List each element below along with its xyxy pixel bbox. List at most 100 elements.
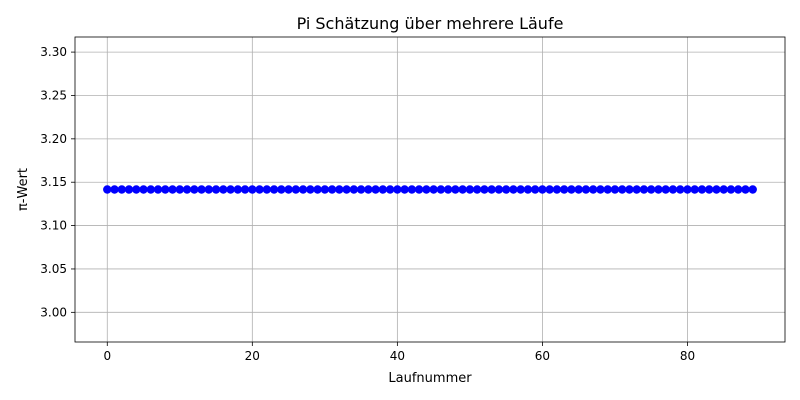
data-point (494, 185, 504, 194)
data-point (371, 185, 380, 194)
data-point (697, 185, 707, 194)
data-point (393, 185, 402, 194)
data-point (117, 185, 126, 194)
data-point (313, 185, 322, 194)
data-point (248, 185, 257, 194)
x-tick-label: 40 (390, 349, 405, 363)
data-point (719, 185, 728, 194)
data-point (364, 185, 373, 194)
data-point (712, 185, 721, 194)
data-point (436, 185, 446, 194)
data-point (646, 185, 656, 194)
data-point (545, 185, 554, 194)
y-tick-label: 3.10 (40, 219, 67, 233)
data-point (284, 185, 293, 194)
data-point (617, 185, 627, 194)
data-point (668, 185, 678, 194)
data-point (124, 185, 134, 194)
data-point (705, 185, 714, 194)
data-point (487, 185, 496, 194)
data-point (269, 185, 279, 194)
data-point (298, 185, 308, 194)
data-point (443, 185, 453, 194)
y-tick-label: 3.15 (40, 175, 67, 189)
data-point (422, 185, 431, 194)
x-tick-label: 20 (245, 349, 260, 363)
data-point (168, 185, 177, 194)
data-point (356, 185, 366, 194)
data-point (530, 185, 540, 194)
data-point (204, 185, 214, 194)
data-point (110, 185, 119, 194)
data-point (588, 185, 598, 194)
data-point (226, 185, 235, 194)
x-tick-label: 60 (535, 349, 550, 363)
y-tick-label: 3.30 (40, 45, 67, 59)
data-point (139, 185, 148, 194)
data-point (661, 185, 670, 194)
data-point (407, 185, 417, 194)
x-tick-label: 0 (103, 349, 111, 363)
data-point (342, 185, 351, 194)
y-axis-label: π-Wert (16, 168, 31, 211)
x-tick-label: 80 (680, 349, 695, 363)
data-point (182, 185, 192, 194)
data-point (175, 185, 184, 194)
data-point (610, 185, 620, 194)
data-point (262, 185, 272, 194)
data-point (103, 185, 112, 194)
data-point (161, 185, 170, 194)
data-point (625, 185, 634, 194)
data-point (632, 185, 641, 194)
data-point (190, 185, 199, 194)
data-point (429, 185, 438, 194)
data-point (480, 185, 489, 194)
data-point (277, 185, 286, 194)
data-point (349, 185, 359, 194)
data-point (472, 185, 482, 194)
data-point (385, 185, 395, 194)
data-point (676, 185, 685, 194)
data-point (233, 185, 243, 194)
data-point (465, 185, 475, 194)
data-point (378, 185, 388, 194)
data-point (654, 185, 663, 194)
data-point (574, 185, 583, 194)
x-axis-label: Laufnummer (388, 371, 472, 386)
data-point (240, 185, 250, 194)
data-point (567, 185, 576, 194)
y-tick-label: 3.00 (40, 305, 67, 319)
data-point (146, 185, 155, 194)
data-point (219, 185, 228, 194)
data-point (327, 185, 337, 194)
data-point (197, 185, 206, 194)
data-point (559, 185, 569, 194)
data-point (516, 185, 525, 194)
axis-ticks: 0 20 40 60 80 3.00 3.05 3.10 3.15 3.20 3.25 3.30 (40, 45, 695, 363)
data-points (103, 185, 757, 194)
data-point (596, 185, 605, 194)
data-point (726, 185, 736, 194)
data-point (335, 185, 344, 194)
data-point (683, 185, 692, 194)
data-point (153, 185, 163, 194)
data-point (603, 185, 612, 194)
data-point (211, 185, 221, 194)
plot-frame (74, 36, 786, 343)
y-tick-label: 3.20 (40, 132, 67, 146)
data-point (538, 185, 547, 194)
data-point (690, 185, 699, 194)
chart-title: Pi Schätzung über mehrere Läufe (297, 14, 564, 33)
data-point (458, 185, 467, 194)
data-point (581, 185, 591, 194)
data-point (734, 185, 743, 194)
data-point (639, 185, 649, 194)
y-tick-label: 3.05 (40, 262, 67, 276)
data-point (306, 185, 315, 194)
data-point (523, 185, 533, 194)
data-point (552, 185, 562, 194)
data-point (320, 185, 330, 194)
data-point (509, 185, 518, 194)
